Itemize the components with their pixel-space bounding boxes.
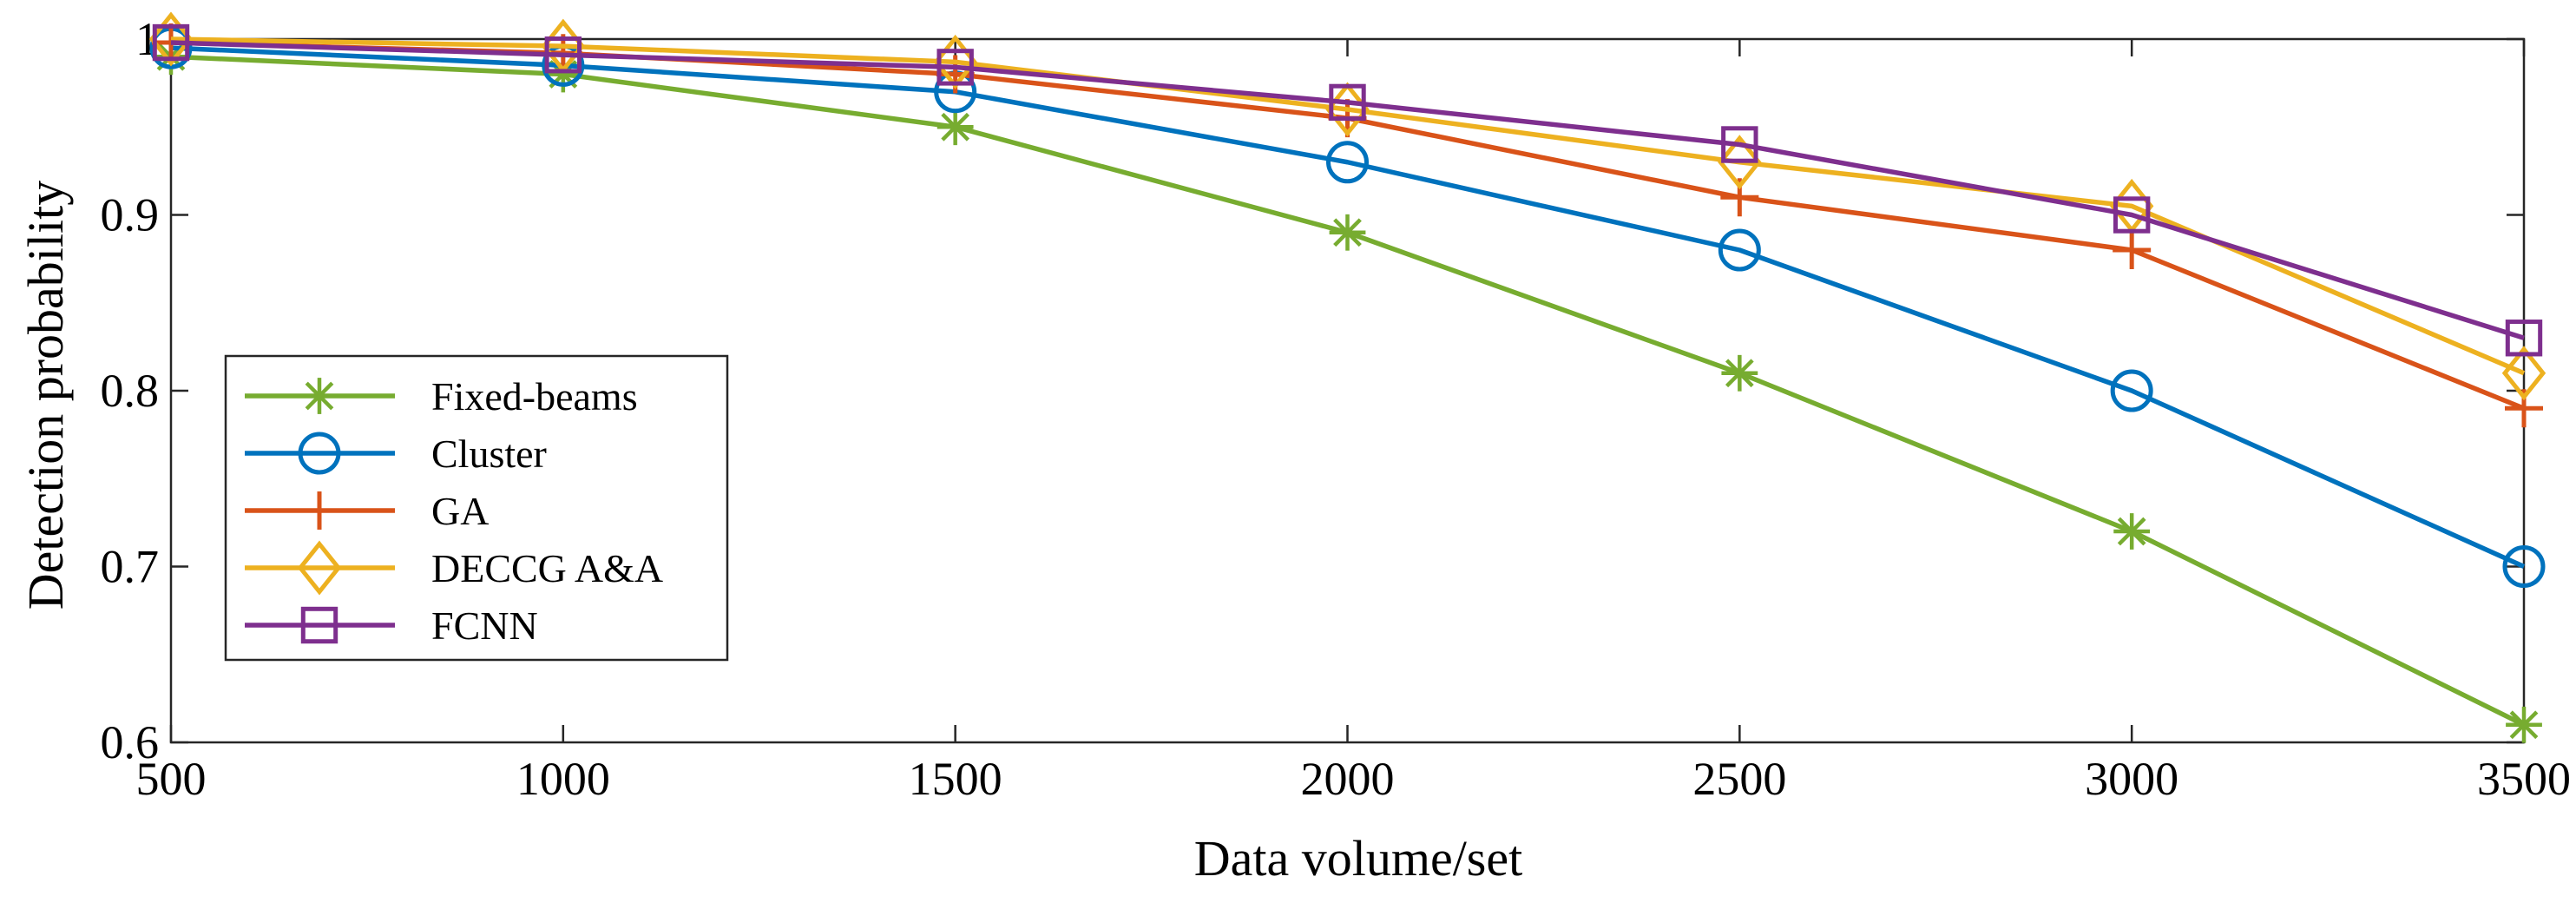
marker-square [1721, 126, 1758, 163]
legend-label: FCNN [431, 603, 538, 648]
data-point [2501, 346, 2546, 401]
legend-marker [301, 378, 338, 414]
marker-diamond [297, 540, 342, 596]
x-tick-label: 2000 [1301, 753, 1395, 805]
data-point [2505, 320, 2543, 357]
marker-asterisk-stroke [2117, 517, 2146, 546]
data-point [2506, 706, 2542, 743]
legend-entry: FCNN [245, 603, 538, 648]
series-fcnn [152, 23, 2543, 357]
y-tick-label: 0.8 [101, 365, 160, 417]
marker-square [544, 36, 582, 74]
legend-entry: GA [245, 489, 489, 533]
data-point [1329, 214, 1366, 251]
marker-square [300, 606, 338, 644]
legend-label: Fixed-beams [431, 374, 638, 419]
y-axis-label: Detection probability [17, 181, 74, 610]
data-point [2113, 196, 2151, 234]
marker-square [152, 23, 190, 62]
marker-square [936, 49, 974, 86]
marker-asterisk-stroke [1725, 359, 1754, 388]
legend: Fixed-beams Cluster GA DECCG A&A FCNN [224, 354, 729, 662]
marker-diamond [2501, 346, 2546, 401]
data-point [936, 109, 974, 146]
x-tick-label: 2500 [1692, 753, 1786, 805]
marker-square [2113, 196, 2151, 234]
legend-marker [297, 540, 342, 596]
marker-circle [1326, 141, 1369, 184]
legend-label: DECCG A&A [431, 546, 663, 590]
legend-marker [300, 491, 338, 530]
data-point [1721, 126, 1758, 163]
legend-entry: Cluster [245, 432, 547, 476]
marker-circle [2502, 545, 2546, 588]
x-axis-label: Data volume/set [1194, 830, 1523, 887]
data-point [1718, 228, 1761, 272]
marker-asterisk-stroke [305, 381, 334, 411]
marker-square [1329, 83, 1366, 122]
y-tick-label: 0.9 [101, 189, 160, 241]
marker-diamond [933, 34, 977, 89]
y-tick-label: 0.7 [101, 541, 160, 593]
data-point [148, 11, 194, 67]
marker-asterisk-stroke [2509, 710, 2539, 740]
marker-asterisk-stroke [1333, 218, 1362, 247]
marker-square [2505, 320, 2543, 357]
x-tick-label: 1000 [516, 753, 610, 805]
marker-diamond [148, 11, 194, 67]
marker-circle [1718, 228, 1761, 272]
x-tick-label: 1500 [909, 753, 1002, 805]
x-tick-label: 3500 [2477, 753, 2571, 805]
data-point [1721, 354, 1758, 392]
legend-marker [298, 432, 341, 475]
data-point [2502, 545, 2546, 588]
legend-label: GA [431, 489, 489, 533]
data-point [1718, 135, 1762, 190]
series-line [170, 40, 2525, 340]
x-tick-label: 3000 [2085, 753, 2178, 805]
legend-entry: DECCG A&A [245, 540, 663, 596]
marker-diamond [1718, 135, 1762, 190]
data-point [936, 49, 974, 86]
data-point [544, 36, 582, 74]
data-point [933, 34, 977, 89]
marker-circle [298, 432, 341, 475]
data-point [2113, 513, 2151, 550]
y-tick-label: 0.6 [101, 716, 160, 768]
x-tick-label: 500 [136, 753, 207, 805]
legend-marker [300, 606, 338, 644]
series-layer [148, 11, 2546, 743]
data-point [152, 23, 190, 62]
series-line [170, 36, 2526, 376]
data-point [2113, 231, 2152, 269]
data-point [2110, 369, 2153, 412]
data-point [1326, 141, 1369, 184]
marker-asterisk-stroke [941, 112, 970, 142]
data-point [1329, 83, 1366, 122]
marker-circle [2110, 369, 2153, 412]
legend-label: Cluster [431, 432, 547, 476]
legend-entry: Fixed-beams [245, 374, 638, 419]
